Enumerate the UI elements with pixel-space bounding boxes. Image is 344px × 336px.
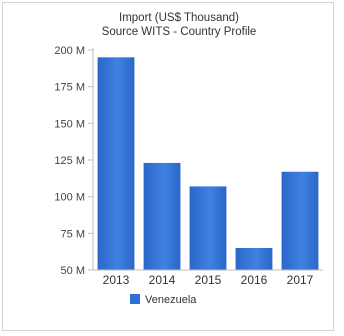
bar — [235, 248, 273, 270]
y-tick-label: 75 M — [61, 228, 85, 240]
bar — [143, 162, 181, 270]
y-tick-label: 175 M — [54, 82, 85, 94]
bar — [281, 171, 319, 270]
chart-subtitle: Source WITS - Country Profile — [102, 26, 257, 38]
x-tick-label: 2016 — [241, 273, 268, 287]
legend: Venezuela — [130, 294, 197, 306]
bars — [97, 57, 319, 271]
x-tick-label: 2014 — [149, 273, 176, 287]
y-tick-label: 150 M — [54, 118, 85, 130]
x-tick-label: 2013 — [103, 273, 130, 287]
x-tick-label: 2017 — [287, 273, 314, 287]
legend-label: Venezuela — [145, 294, 197, 306]
y-tick-label: 200 M — [54, 45, 85, 57]
y-tick-label: 100 M — [54, 192, 85, 204]
y-axis: 50 M 75 M 100 M 125 M 150 M 175 M 200 M — [54, 45, 94, 277]
bar-chart: Import (US$ Thousand) Source WITS - Coun… — [54, 12, 323, 306]
bar — [97, 57, 135, 271]
bar — [189, 186, 227, 270]
chart-frame: Import (US$ Thousand) Source WITS - Coun… — [2, 2, 334, 331]
x-axis: 2013 2014 2015 2016 2017 — [93, 269, 323, 287]
y-tick-label: 50 M — [61, 265, 85, 277]
x-tick-label: 2015 — [195, 273, 222, 287]
y-tick-label: 125 M — [54, 155, 85, 167]
chart-title: Import (US$ Thousand) — [119, 12, 239, 24]
legend-swatch — [130, 294, 140, 304]
